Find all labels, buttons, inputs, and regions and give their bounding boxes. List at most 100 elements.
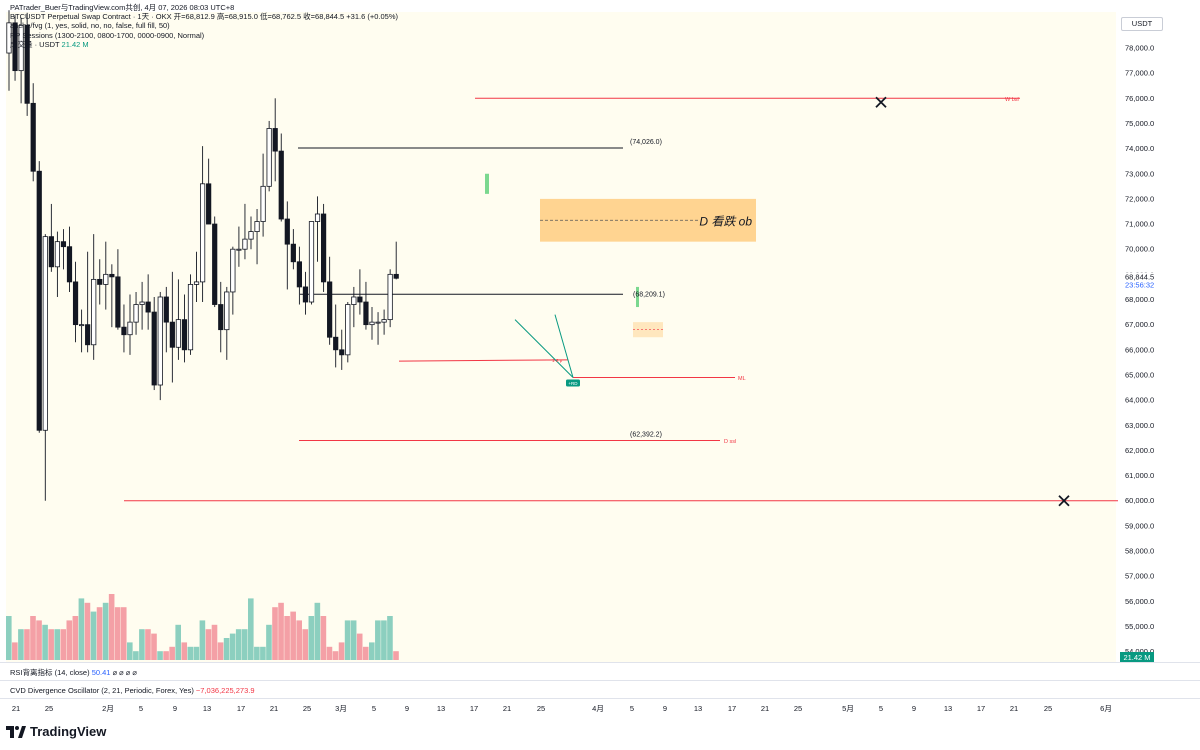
candle-body[interactable] [6,22,12,54]
price-tick-label: 55,000.0 [1125,622,1154,631]
candle-body[interactable] [296,261,303,288]
candle-body[interactable] [139,301,145,305]
candle-body[interactable] [115,276,121,328]
time-tick-label: 3月 [335,704,347,713]
candle-body[interactable] [381,319,387,323]
volume-bar [42,624,48,660]
price-tick-label: 67,000.0 [1125,320,1154,329]
rsi-settings-icons[interactable]: ⌀ ⌀ ⌀ ⌀ [112,668,137,677]
volume-bar [66,620,73,660]
volume-histogram [6,594,399,660]
candle-body[interactable] [393,273,399,279]
candle-body[interactable] [236,248,242,251]
candle-body[interactable] [351,296,357,305]
candle-body[interactable] [103,273,109,285]
attribution-text: PATrader_Buer与TradingView.com共创, 4月 07, … [10,3,235,12]
candle-body[interactable] [193,281,200,285]
candle-body[interactable] [66,246,73,283]
candle-body[interactable] [290,243,296,263]
candle-body[interactable] [218,304,224,331]
candle-body[interactable] [54,241,61,268]
candle-body[interactable] [18,24,24,72]
price-tick-label: 68,000.0 [1125,295,1154,304]
candle-body[interactable] [224,291,230,331]
candle-body[interactable] [248,231,254,240]
candle-body[interactable] [60,241,67,248]
candle-body[interactable] [375,321,381,324]
x-marker-top[interactable] [875,96,887,108]
candle-body[interactable] [320,213,327,283]
candle-body[interactable] [48,236,54,268]
indicator-sessions[interactable]: RP Sessions (1300-2100, 0800-1700, 0000-… [10,30,205,40]
candle-body[interactable] [85,324,91,346]
candle-body[interactable] [157,296,163,386]
time-tick-label: 17 [470,704,478,713]
candle-body[interactable] [230,248,236,293]
candle-body[interactable] [42,236,48,431]
candle-body[interactable] [369,321,375,326]
candle-body[interactable] [175,319,181,348]
price-tick-label: 56,000.0 [1125,597,1154,606]
rsi-indicator-legend[interactable]: RSI背离指标 (14, close) 50.41 ⌀ ⌀ ⌀ ⌀ [10,667,137,678]
annotations: W bsl (74,026.0) D 看跌 ob (68,209.1) ML 1-2 p (… [552,96,1070,507]
candle-body[interactable] [187,284,194,351]
volume-bar [181,642,188,660]
candle-body[interactable] [363,301,369,326]
candle-body[interactable] [242,238,248,250]
candle-body[interactable] [145,301,151,313]
tradingview-logo[interactable]: TradingView [6,724,106,739]
candle-body[interactable] [199,183,206,283]
volume-bar [175,624,181,660]
candle-body[interactable] [272,128,278,152]
x-marker-bottom[interactable] [1058,495,1070,507]
candle-body[interactable] [91,278,97,346]
candle-body[interactable] [333,336,339,351]
candle-body[interactable] [254,221,260,232]
candle-body[interactable] [151,311,157,386]
indicator-fvg[interactable]: anche/fvg (1, yes, solid, no, no, false,… [10,21,170,31]
fvg-zone[interactable] [633,322,663,338]
candle-body[interactable] [36,170,42,431]
candle-body[interactable] [97,278,103,285]
time-tick-label: 21 [503,704,511,713]
volume-bar [248,598,254,660]
candle-body[interactable] [206,183,212,225]
currency-button[interactable]: USDT [1121,17,1163,31]
candle-body[interactable] [212,223,218,305]
candle-body[interactable] [79,324,85,327]
candle-body[interactable] [72,281,79,326]
volume-legend[interactable]: 成交量 · USDT 21.42 M [10,40,398,49]
candle-body[interactable] [24,24,30,104]
candle-body[interactable] [302,286,309,303]
candle-body[interactable] [345,304,351,356]
candle-body[interactable] [12,22,18,72]
candle-body[interactable] [260,185,266,222]
last-price-label[interactable]: 68,844.5 [1125,272,1154,281]
candle-body[interactable] [181,319,188,351]
candle-body[interactable] [266,128,272,187]
candle-body[interactable] [30,102,36,172]
divergence-line-2[interactable] [554,314,574,378]
p-line[interactable] [398,359,569,362]
candle-body[interactable] [127,321,133,336]
candle-body[interactable] [357,296,363,303]
volume-bar [338,642,345,660]
candle-body[interactable] [163,296,169,323]
divergence-line[interactable] [514,319,574,378]
candle-body[interactable] [169,321,175,348]
candle-body[interactable] [314,213,321,222]
candle-body[interactable] [387,273,393,321]
candle-body[interactable] [339,349,345,356]
volume-bar [169,646,175,660]
symbol-line[interactable]: BTCUSDT Perpetual Swap Contract · 1天 · O… [10,12,399,22]
candle-body[interactable] [327,281,333,338]
candle-body[interactable] [278,150,284,220]
candle-body[interactable] [109,273,115,278]
candle-body[interactable] [308,221,315,303]
candle-body[interactable] [284,218,290,245]
volume-bar [302,629,309,660]
cvd-indicator-legend[interactable]: CVD Divergence Oscillator (2, 21, Period… [10,686,255,695]
candle-body[interactable] [121,326,127,336]
candle-body[interactable] [133,304,139,323]
